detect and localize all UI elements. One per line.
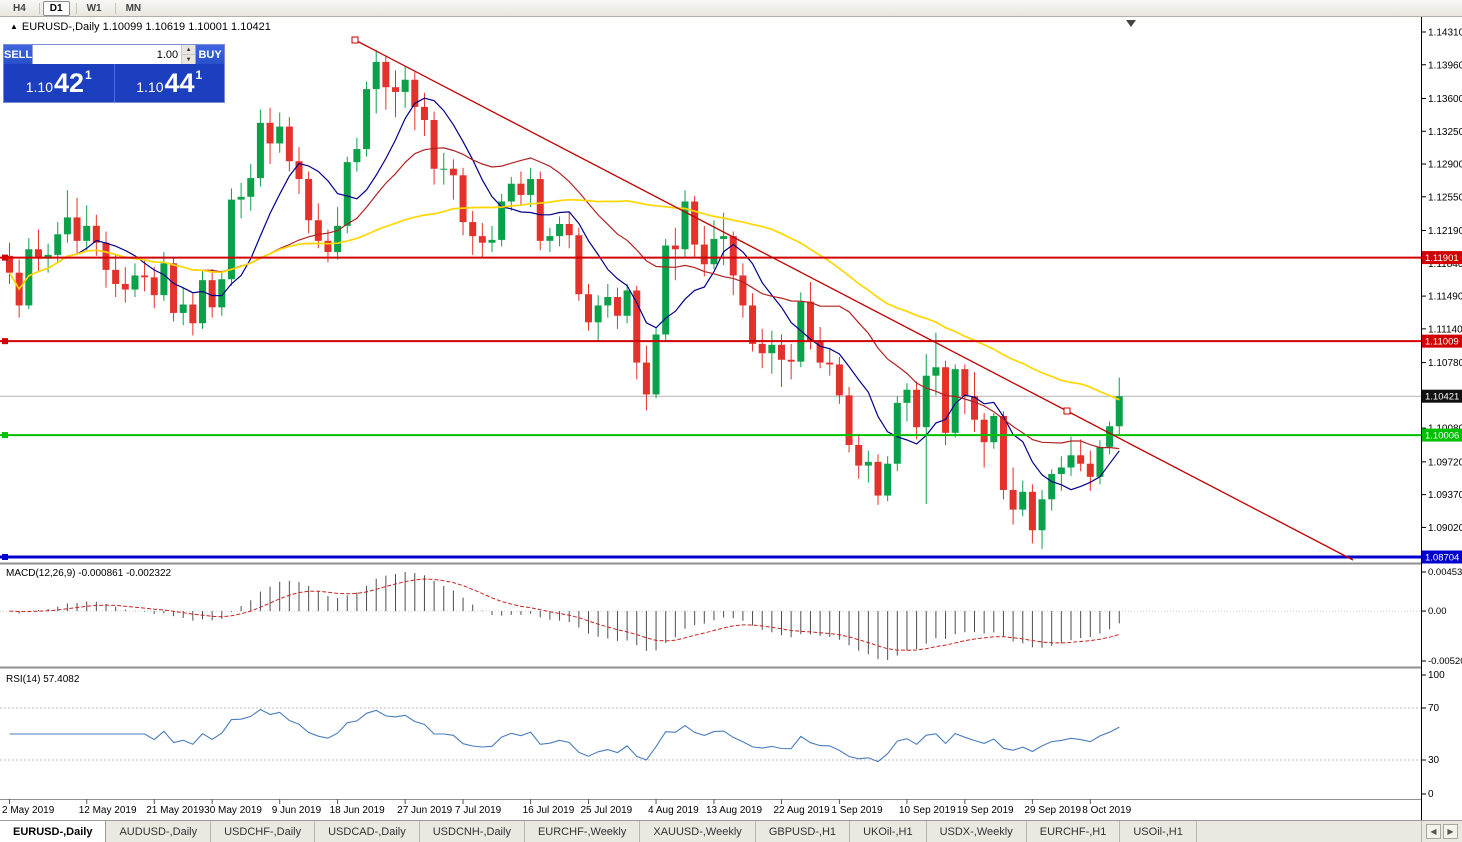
svg-text:30 May 2019: 30 May 2019 <box>204 805 262 816</box>
svg-text:0.004536: 0.004536 <box>1428 567 1462 578</box>
tab-scroll-left-icon[interactable]: ◀ <box>1426 824 1441 839</box>
tab-gbpusd-h1[interactable]: GBPUSD-,H1 <box>756 821 851 842</box>
svg-text:1.13250: 1.13250 <box>1428 127 1462 138</box>
tab-usdcad-daily[interactable]: USDCAD-,Daily <box>315 821 420 842</box>
timeframe-d1[interactable]: D1 <box>42 0 70 16</box>
tab-usoil-h1[interactable]: USOil-,H1 <box>1120 821 1197 842</box>
svg-text:13 Aug 2019: 13 Aug 2019 <box>706 805 763 816</box>
volume-stepper: ▲ ▼ <box>181 45 196 64</box>
svg-text:18 Jun 2019: 18 Jun 2019 <box>330 805 385 816</box>
svg-text:21 May 2019: 21 May 2019 <box>146 805 204 816</box>
timeframe-toolbar: H4 D1 W1 MN <box>0 0 1462 17</box>
svg-text:9 Jun 2019: 9 Jun 2019 <box>272 805 322 816</box>
svg-text:8 Oct 2019: 8 Oct 2019 <box>1082 805 1131 816</box>
tab-usdcnh-daily[interactable]: USDCNH-,Daily <box>420 821 525 842</box>
tab-eurchf-h1[interactable]: EURCHF-,H1 <box>1027 821 1121 842</box>
svg-text:1 Sep 2019: 1 Sep 2019 <box>831 805 883 816</box>
svg-text:1.09720: 1.09720 <box>1428 457 1462 468</box>
timeframe-w1[interactable]: W1 <box>86 2 102 14</box>
toolbar-separator <box>38 2 40 14</box>
svg-text:1.11140: 1.11140 <box>1428 324 1462 335</box>
volume-input[interactable] <box>33 45 182 64</box>
svg-text:0: 0 <box>1428 789 1434 800</box>
svg-text:1.13960: 1.13960 <box>1428 60 1462 71</box>
svg-text:1.10006: 1.10006 <box>1425 431 1459 442</box>
tab-eurusd-daily[interactable]: EURUSD-,Daily <box>0 821 107 842</box>
svg-text:22 Aug 2019: 22 Aug 2019 <box>774 805 831 816</box>
tab-xauusd-weekly[interactable]: XAUUSD-,Weekly <box>640 821 756 842</box>
svg-text:100: 100 <box>1428 670 1445 681</box>
chart-title: ▲ EURUSD-,Daily 1.10099 1.10619 1.10001 … <box>10 21 271 33</box>
svg-text:7 Jul 2019: 7 Jul 2019 <box>455 805 502 816</box>
chart-tab-bar: EURUSD-,Daily AUDUSD-,Daily USDCHF-,Daily U… <box>0 820 1462 842</box>
svg-text:2 May 2019: 2 May 2019 <box>2 805 55 816</box>
sell-button[interactable]: SELL <box>4 45 33 64</box>
timeframe-h4[interactable]: H4 <box>13 2 26 14</box>
volume-down-icon[interactable]: ▼ <box>182 54 196 64</box>
svg-text:29 Sep 2019: 29 Sep 2019 <box>1024 805 1081 816</box>
svg-text:19 Sep 2019: 19 Sep 2019 <box>957 805 1014 816</box>
collapse-arrow-icon[interactable]: ▲ <box>10 22 18 31</box>
svg-text:1.14310: 1.14310 <box>1428 27 1462 38</box>
volume-up-icon[interactable]: ▲ <box>182 45 196 54</box>
macd-indicator-label: MACD(12,26,9) -0.000861 -0.002322 <box>6 568 172 579</box>
svg-text:1.08704: 1.08704 <box>1425 553 1459 564</box>
svg-text:16 Jul 2019: 16 Jul 2019 <box>523 805 575 816</box>
svg-text:1.11009: 1.11009 <box>1425 337 1459 348</box>
tab-scroll-controls: ◀ ▶ <box>1421 821 1462 842</box>
svg-text:1.12550: 1.12550 <box>1428 192 1462 203</box>
tab-audusd-daily[interactable]: AUDUSD-,Daily <box>106 821 212 842</box>
toolbar-separator <box>114 2 116 14</box>
timeframe-mn[interactable]: MN <box>125 2 142 14</box>
tab-usdchf-daily[interactable]: USDCHF-,Daily <box>211 821 316 842</box>
svg-text:1.09020: 1.09020 <box>1428 523 1462 534</box>
chart-title-text: EURUSD-,Daily 1.10099 1.10619 1.10001 1.… <box>21 21 271 33</box>
tab-usdx-weekly[interactable]: USDX-,Weekly <box>927 821 1027 842</box>
svg-text:1.11901: 1.11901 <box>1425 253 1459 264</box>
svg-text:1.11490: 1.11490 <box>1428 292 1462 303</box>
buy-price[interactable]: 1.10 44 1 <box>113 64 225 102</box>
volume-field: ▲ ▼ <box>32 45 197 64</box>
svg-text:4 Aug 2019: 4 Aug 2019 <box>648 805 699 816</box>
chart-canvas[interactable]: 1.14310 1.13960 1.13600 1.13250 1.12900 1.125… <box>0 17 1462 820</box>
svg-text:1.10421: 1.10421 <box>1425 392 1459 403</box>
tab-scroll-right-icon[interactable]: ▶ <box>1443 824 1458 839</box>
sell-price[interactable]: 1.10 42 1 <box>25 67 92 98</box>
svg-text:1.10780: 1.10780 <box>1428 358 1462 369</box>
svg-text:1.11840: 1.11840 <box>1428 259 1462 270</box>
svg-text:1.13600: 1.13600 <box>1428 94 1462 105</box>
svg-text:12 May 2019: 12 May 2019 <box>79 805 137 816</box>
rsi-indicator-label: RSI(14) 57.4082 <box>6 674 80 685</box>
svg-text:0.00: 0.00 <box>1428 606 1447 617</box>
toolbar-separator <box>75 2 77 14</box>
svg-text:1.12190: 1.12190 <box>1428 226 1462 237</box>
svg-text:10 Sep 2019: 10 Sep 2019 <box>899 805 956 816</box>
svg-text:70: 70 <box>1428 703 1440 714</box>
svg-text:1.12900: 1.12900 <box>1428 160 1462 171</box>
buy-button[interactable]: BUY <box>196 45 224 64</box>
svg-text:25 Jul 2019: 25 Jul 2019 <box>581 805 633 816</box>
tab-ukoil-h1[interactable]: UKOil-,H1 <box>850 821 927 842</box>
svg-text:1.09370: 1.09370 <box>1428 490 1462 501</box>
tab-eurchf-weekly[interactable]: EURCHF-,Weekly <box>525 821 641 842</box>
svg-text:-0.005205: -0.005205 <box>1428 656 1462 667</box>
one-click-trading-panel: SELL ▲ ▼ BUY 1.10 42 1 1.10 44 1 <box>3 44 225 103</box>
svg-text:27 Jun 2019: 27 Jun 2019 <box>397 805 452 816</box>
svg-text:30: 30 <box>1428 755 1440 766</box>
